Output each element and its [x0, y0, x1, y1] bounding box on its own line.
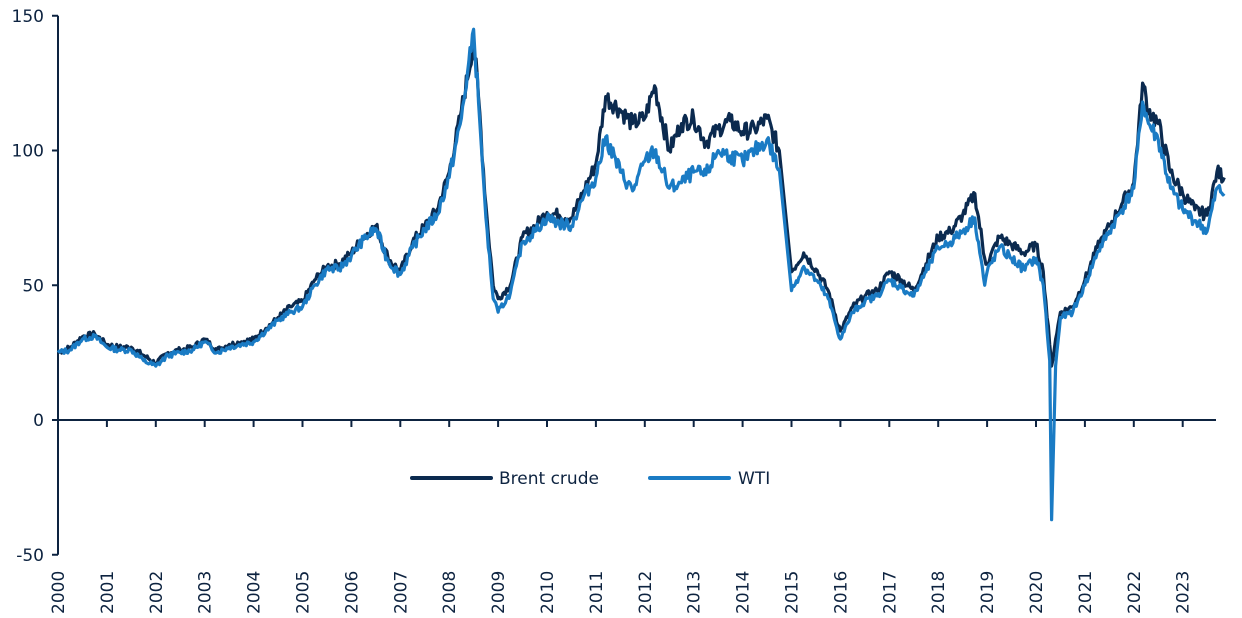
x-tick-label: 2016 — [831, 571, 851, 614]
x-tick-label: 2015 — [783, 571, 803, 614]
x-axis: 2000 2001 2002 2003 2004 2005 2006 2007 2008 2009… — [49, 419, 1216, 614]
y-tick-label: 0 — [33, 411, 44, 431]
x-tick-label: 2018 — [929, 571, 949, 614]
x-tick-label: 2012 — [636, 571, 656, 614]
x-tick-label: 2017 — [880, 571, 900, 614]
y-tick-label: 50 — [22, 276, 44, 296]
x-tick-label: 2023 — [1174, 571, 1194, 614]
x-tick-label: 2022 — [1125, 571, 1145, 614]
x-tick-label: 2001 — [98, 571, 118, 614]
y-tick-label: 100 — [12, 142, 44, 162]
x-tick-label: 2019 — [978, 571, 998, 614]
legend-label-wti: WTI — [738, 469, 770, 489]
y-tick-label: -50 — [16, 546, 44, 566]
x-tick-label: 2003 — [196, 571, 216, 614]
wti-line — [56, 27, 1226, 522]
x-tick-label: 2000 — [49, 571, 69, 614]
x-tick-label: 2005 — [294, 571, 314, 614]
brent-crude-line — [57, 41, 1226, 368]
x-tick-label: 2021 — [1076, 571, 1096, 614]
x-tick-label: 2006 — [342, 571, 362, 614]
y-tick-label: 150 — [12, 7, 44, 27]
x-tick-label: 2020 — [1027, 571, 1047, 614]
x-tick-label: 2002 — [147, 571, 167, 614]
x-tick-label: 2010 — [538, 571, 558, 614]
x-tick-label: 2014 — [734, 571, 754, 614]
legend: Brent crude WTI — [410, 469, 770, 489]
x-tick-label: 2007 — [391, 571, 411, 614]
x-tick-label: 2008 — [440, 571, 460, 614]
legend-label-brent: Brent crude — [499, 469, 599, 489]
x-tick-label: 2011 — [587, 571, 607, 614]
x-tick-label: 2004 — [245, 571, 265, 614]
y-axis: 150 100 50 0 -50 — [12, 7, 59, 566]
x-tick-label: 2009 — [489, 571, 509, 614]
x-tick-label: 2013 — [685, 571, 705, 614]
